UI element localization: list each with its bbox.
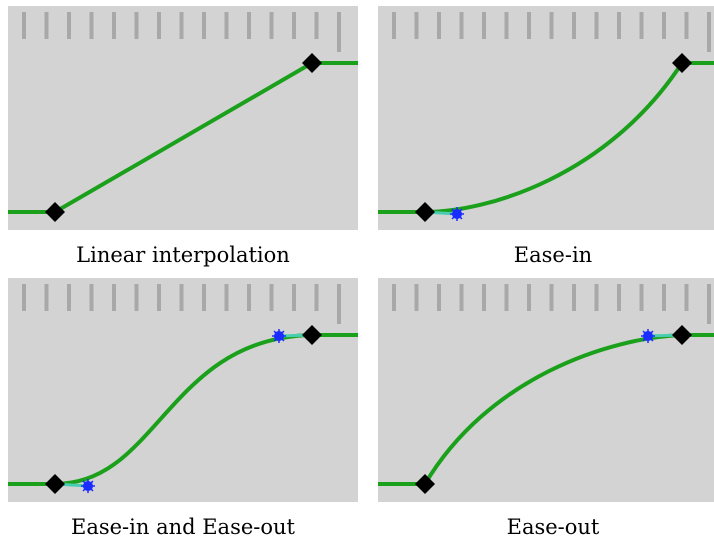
ruler-tick (707, 284, 711, 324)
panel-ease-out (378, 278, 714, 502)
tangent-handle-icon (641, 329, 655, 343)
ruler-tick (67, 12, 71, 39)
ruler-tick (202, 284, 206, 311)
ruler-tick (414, 12, 419, 39)
keyframe-diamond (415, 202, 435, 222)
ruler-tick (44, 12, 49, 39)
ruler-tick (572, 284, 576, 311)
ruler-tick (112, 12, 116, 39)
ruler-tick (504, 284, 509, 311)
caption-ease-in-out: Ease-in and Ease-out (71, 515, 295, 539)
curve-graph-ease-out (378, 284, 714, 494)
ruler-tick (414, 284, 419, 311)
keyframe-diamond (45, 474, 65, 494)
curve-graph-ease-in-out (8, 284, 358, 494)
keyframe-diamond (672, 325, 692, 345)
animation-curve (8, 333, 358, 486)
ruler-tick (224, 12, 229, 39)
caption-ease-in: Ease-in (513, 243, 593, 267)
timeline-ruler (22, 12, 341, 52)
ruler-tick (437, 12, 441, 39)
animation-curve (8, 61, 358, 214)
tangent-handle-icon (450, 207, 464, 221)
ruler-tick (157, 12, 161, 39)
ruler-tick (157, 284, 161, 311)
ruler-tick (639, 284, 644, 311)
ruler-tick (202, 12, 206, 39)
ruler-tick (392, 12, 396, 39)
ruler-tick (684, 12, 689, 39)
ruler-tick (504, 12, 509, 39)
animation-curve (378, 61, 714, 214)
ruler-tick (44, 284, 49, 311)
curve-graph-linear (8, 12, 358, 222)
ruler-tick (134, 284, 139, 311)
panel-ease-in (378, 6, 714, 230)
ruler-tick (67, 284, 71, 311)
keyframe-diamond (415, 474, 435, 494)
ruler-tick (89, 12, 94, 39)
animation-curve (378, 333, 714, 486)
ruler-tick (459, 284, 464, 311)
panel-ease-in-out (8, 278, 358, 502)
ruler-tick (594, 12, 599, 39)
tangent-handle-icon (81, 479, 95, 493)
ruler-tick (314, 284, 319, 311)
ruler-tick (527, 12, 531, 39)
timeline-ruler (392, 12, 711, 52)
curve-graph-ease-in (378, 12, 714, 222)
keyframe-diamond (302, 325, 322, 345)
ruler-tick (594, 284, 599, 311)
ruler-tick (337, 12, 341, 52)
ruler-tick (707, 12, 711, 52)
ruler-tick (617, 12, 621, 39)
ruler-tick (459, 12, 464, 39)
ruler-tick (22, 284, 26, 311)
ruler-tick (392, 284, 396, 311)
ruler-tick (527, 284, 531, 311)
caption-linear: Linear interpolation (76, 243, 290, 267)
keyframe-diamond (672, 53, 692, 73)
ruler-tick (224, 284, 229, 311)
ruler-tick (134, 12, 139, 39)
ruler-tick (482, 12, 486, 39)
ruler-tick (549, 12, 554, 39)
ruler-tick (684, 284, 689, 311)
timeline-ruler (392, 284, 711, 324)
timeline-ruler (22, 284, 341, 324)
ruler-tick (292, 284, 296, 311)
panel-linear (8, 6, 358, 230)
ruler-tick (482, 284, 486, 311)
keyframe-diamond (45, 202, 65, 222)
ruler-tick (269, 284, 274, 311)
ruler-tick (179, 12, 184, 39)
ruler-tick (89, 284, 94, 311)
ruler-tick (247, 12, 251, 39)
ruler-tick (314, 12, 319, 39)
ruler-tick (179, 284, 184, 311)
ruler-tick (617, 284, 621, 311)
ruler-tick (247, 284, 251, 311)
ruler-tick (662, 12, 666, 39)
ruler-tick (112, 284, 116, 311)
ruler-tick (269, 12, 274, 39)
tangent-handle-icon (272, 329, 286, 343)
ruler-tick (662, 284, 666, 311)
ruler-tick (549, 284, 554, 311)
ruler-tick (292, 12, 296, 39)
ruler-tick (437, 284, 441, 311)
caption-ease-out: Ease-out (506, 515, 600, 539)
ruler-tick (337, 284, 341, 324)
ruler-tick (22, 12, 26, 39)
keyframe-diamond (302, 53, 322, 73)
ruler-tick (572, 12, 576, 39)
ruler-tick (639, 12, 644, 39)
